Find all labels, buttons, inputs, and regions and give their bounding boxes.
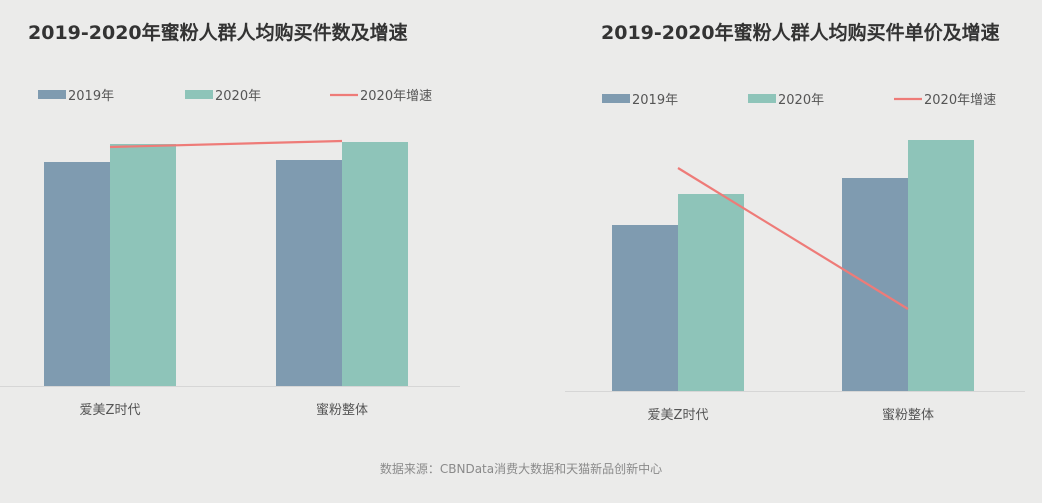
chart-2-bar-2019-1 xyxy=(842,178,908,391)
chart-1-bar-2020-0 xyxy=(110,144,176,386)
chart-2-bar-2019-0 xyxy=(612,225,678,391)
chart-1-bar-2020-1 xyxy=(342,142,408,386)
chart-2-bar-2020-1 xyxy=(908,140,974,391)
chart-2-category-label-1: 蜜粉整体 xyxy=(882,408,934,423)
chart-1-category-label-1: 蜜粉整体 xyxy=(316,403,368,418)
chart-1-legend-swatch-0 xyxy=(38,90,66,99)
source-note: 数据来源：CBNData消费大数据和天猫新品创新中心 xyxy=(379,462,663,476)
chart-1-legend-label-1: 2020年 xyxy=(215,89,261,104)
chart-1-legend-label-2: 2020年增速 xyxy=(360,89,432,104)
chart-2-growth-line xyxy=(677,167,909,310)
chart-2-legend-label-0: 2019年 xyxy=(632,93,678,108)
chart-1-title: 2019-2020年蜜粉人群人均购买件数及增速 xyxy=(28,22,408,44)
chart-1-legend-swatch-1 xyxy=(185,90,213,99)
chart-1-legend-label-0: 2019年 xyxy=(68,89,114,104)
chart-1-bar-2019-0 xyxy=(44,162,110,386)
chart-2-legend-label-2: 2020年增速 xyxy=(924,93,996,108)
chart-2-legend-label-1: 2020年 xyxy=(778,93,824,108)
chart-1-bar-2019-1 xyxy=(276,160,342,386)
chart-1-category-label-0: 爱美Z时代 xyxy=(80,403,141,418)
chart-1-growth-line xyxy=(109,139,343,149)
chart-2-category-label-0: 爱美Z时代 xyxy=(648,408,709,423)
chart-2-legend-swatch-0 xyxy=(602,94,630,103)
chart-2-bar-2020-0 xyxy=(678,194,744,391)
chart-2-legend-swatch-1 xyxy=(748,94,776,103)
chart-2-title: 2019-2020年蜜粉人群人均购买件单价及增速 xyxy=(601,22,1000,44)
